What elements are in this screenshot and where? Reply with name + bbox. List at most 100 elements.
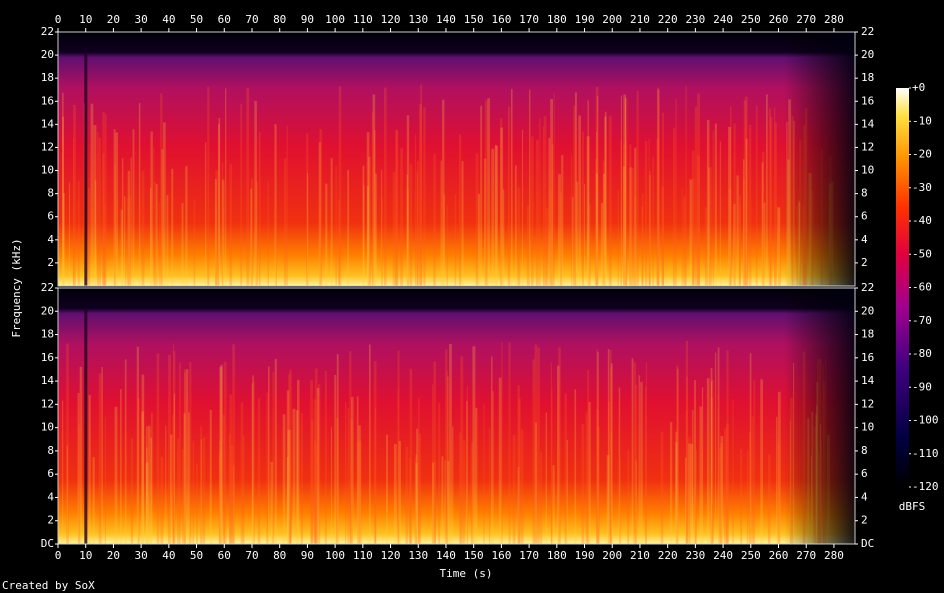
streak <box>128 196 132 286</box>
streak <box>574 92 577 286</box>
streak <box>573 105 577 286</box>
streak <box>660 431 664 544</box>
streak <box>537 347 540 544</box>
streak <box>675 431 678 544</box>
streak <box>233 465 235 544</box>
streak <box>633 362 636 544</box>
streak <box>649 174 651 286</box>
x-tick-label-top: 30 <box>135 13 148 26</box>
spectrogram <box>58 288 855 544</box>
streak <box>62 400 64 544</box>
streak <box>763 202 766 286</box>
y-axis-label: Frequency (kHz) <box>10 238 23 337</box>
streak <box>558 347 561 544</box>
colorbar <box>896 88 909 487</box>
streak <box>251 383 253 544</box>
streak <box>418 397 420 544</box>
streak <box>699 406 703 544</box>
streak <box>623 145 626 286</box>
streak <box>384 87 387 286</box>
streak <box>397 350 400 544</box>
streak <box>295 410 299 544</box>
streak <box>633 197 637 286</box>
x-tick-label: 160 <box>491 549 511 562</box>
streak <box>368 344 371 544</box>
streak <box>675 442 678 544</box>
streak <box>432 462 435 544</box>
streak <box>246 87 250 287</box>
x-tick-label: 140 <box>436 549 456 562</box>
y-tick-label-right: 22 <box>861 25 874 38</box>
streak <box>610 363 613 544</box>
streak <box>540 451 543 544</box>
streak <box>363 184 365 286</box>
streak <box>620 95 622 287</box>
y-tick-label: 14 <box>41 117 55 130</box>
streak <box>289 369 292 544</box>
streak <box>336 353 339 544</box>
x-tick-label: 110 <box>353 549 373 562</box>
streak <box>751 416 754 544</box>
streak <box>286 457 289 544</box>
x-tick-label-top: 70 <box>245 13 258 26</box>
streak <box>136 346 139 544</box>
streak <box>622 166 626 286</box>
streak <box>307 172 309 286</box>
streak <box>114 406 118 544</box>
streak <box>447 376 449 544</box>
streak <box>777 391 781 544</box>
streak <box>229 163 233 286</box>
streak <box>77 392 80 544</box>
streak <box>358 425 361 544</box>
streak <box>491 356 493 544</box>
streak <box>480 105 483 286</box>
streak <box>644 386 647 544</box>
streak <box>325 183 328 286</box>
spectrogram <box>58 32 855 286</box>
streak <box>385 434 388 544</box>
streak <box>420 84 423 287</box>
x-tick-label-top: 40 <box>162 13 175 26</box>
x-tick-label: 90 <box>301 549 314 562</box>
streak <box>617 190 619 286</box>
streak <box>405 446 409 544</box>
streak <box>274 358 277 544</box>
streak <box>447 461 450 544</box>
streak <box>458 134 462 286</box>
streak <box>375 173 377 286</box>
streak <box>306 133 309 286</box>
streak <box>739 195 741 286</box>
streak <box>710 381 712 544</box>
streak <box>440 160 442 286</box>
streak <box>491 148 495 286</box>
streak <box>207 86 210 286</box>
streak <box>714 352 717 544</box>
x-axis-label: Time (s) <box>440 567 493 580</box>
streak <box>597 351 599 544</box>
streak <box>240 103 243 286</box>
streak <box>228 433 231 544</box>
streak <box>357 441 360 544</box>
streak <box>242 435 245 544</box>
streak <box>694 106 698 287</box>
streak <box>362 165 365 286</box>
x-tick-label: 280 <box>824 549 844 562</box>
streak <box>141 411 144 544</box>
y-tick-label: 2 <box>47 514 54 527</box>
streak <box>534 422 538 544</box>
streak <box>686 376 688 544</box>
streak <box>661 186 665 286</box>
y-tick-label: 4 <box>47 490 54 503</box>
streak <box>631 358 634 544</box>
streak <box>62 116 65 286</box>
streak <box>466 385 469 544</box>
streak <box>170 434 173 544</box>
streak <box>250 188 253 286</box>
streak <box>549 189 553 286</box>
streak <box>532 359 535 544</box>
streak <box>158 203 160 286</box>
streak <box>625 142 627 286</box>
streak <box>222 414 225 544</box>
streak <box>287 429 291 544</box>
streak <box>708 167 710 286</box>
